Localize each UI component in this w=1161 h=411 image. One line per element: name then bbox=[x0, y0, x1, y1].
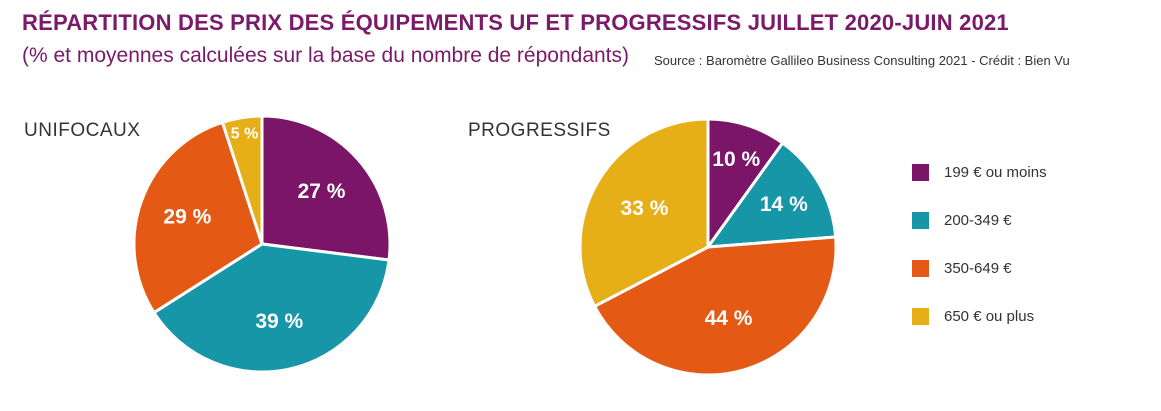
slice-label-650-or-more: 5 % bbox=[231, 126, 259, 143]
slice-label-199-or-less: 27 % bbox=[298, 180, 346, 203]
slice-label-199-or-less: 10 % bbox=[712, 148, 760, 171]
legend-item-650-or-more: 650 € ou plus bbox=[912, 304, 1047, 328]
legend-swatch bbox=[912, 211, 929, 229]
chart-title: RÉPARTITION DES PRIX DES ÉQUIPEMENTS UF … bbox=[22, 10, 1009, 35]
legend-label: 199 € ou moins bbox=[944, 163, 1047, 181]
chart-subtitle: (% et moyennes calculées sur la base du … bbox=[22, 44, 630, 67]
pie-slice-650-or-more bbox=[578, 117, 710, 308]
pie-title-progressifs: PROGRESSIFS bbox=[468, 120, 611, 141]
slice-label-200-349: 39 % bbox=[255, 310, 303, 333]
pie-slice-650-or-more bbox=[220, 114, 264, 246]
source-credit: Source : Baromètre Gallileo Business Con… bbox=[654, 53, 1070, 68]
legend-item-350-649: 350-649 € bbox=[912, 256, 1047, 280]
legend-swatch bbox=[912, 307, 929, 325]
pie-unifocaux: 27 % 39 % 29 % 5 % bbox=[132, 114, 392, 374]
slice-label-350-649: 44 % bbox=[705, 307, 753, 330]
legend-item-200-349: 200-349 € bbox=[912, 208, 1047, 232]
slice-label-350-649: 29 % bbox=[163, 206, 211, 229]
slice-label-650-or-more: 33 % bbox=[621, 197, 669, 220]
pie-slice-199-or-less bbox=[706, 117, 785, 249]
pie-progressifs: 10 %14 % 44 % 33 % bbox=[578, 117, 838, 377]
pie-slice-199-or-less bbox=[260, 114, 392, 262]
legend-label: 650 € ou plus bbox=[944, 307, 1035, 325]
pie-slice-350-649 bbox=[593, 235, 838, 377]
pie-title-unifocaux: UNIFOCAUX bbox=[24, 120, 141, 141]
legend-item-199-or-less: 199 € ou moins bbox=[912, 160, 1047, 184]
pie-slice-350-649 bbox=[132, 120, 264, 315]
legend-swatch bbox=[912, 163, 929, 181]
legend: 199 € ou moins 200-349 € 350-649 € 650 €… bbox=[912, 160, 1047, 352]
legend-label: 350-649 € bbox=[944, 259, 1012, 277]
slice-label-200-349: 14 % bbox=[760, 193, 808, 216]
legend-label: 200-349 € bbox=[944, 211, 1012, 229]
legend-swatch bbox=[912, 259, 929, 277]
pie-slice-200-349 bbox=[706, 141, 838, 249]
